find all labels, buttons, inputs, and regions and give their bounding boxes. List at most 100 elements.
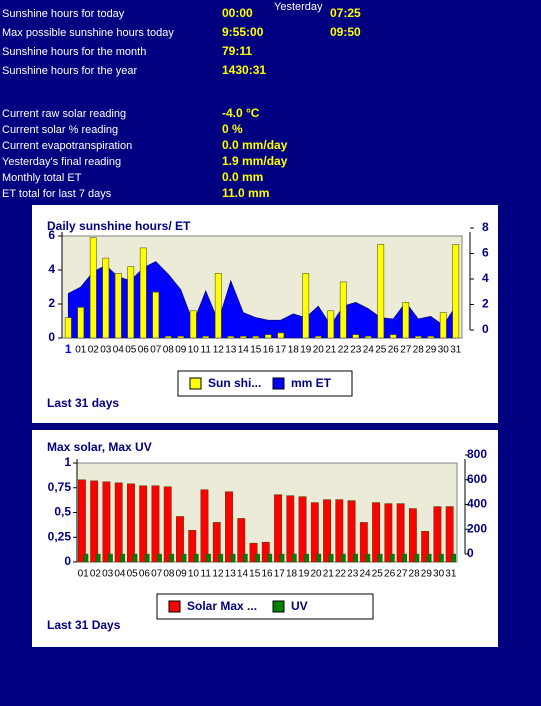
bar	[323, 499, 331, 563]
x-tick-label: 26	[384, 569, 396, 580]
x-tick-label: 31	[450, 345, 462, 356]
x-tick-label: 15	[250, 345, 262, 356]
legend-label: mm ET	[291, 376, 332, 390]
x-tick-label: 11	[201, 569, 212, 580]
x-tick-label: 08	[163, 345, 175, 356]
bar	[177, 336, 185, 339]
y2-tick-label: 6	[482, 246, 489, 260]
y2-tick-label: 4	[482, 271, 489, 285]
x-tick-label: 27	[400, 345, 412, 356]
x-tick-label: 12	[212, 569, 224, 580]
x-tick-label: 09	[175, 345, 187, 356]
x-tick-label: 07	[151, 569, 163, 580]
bar	[230, 553, 236, 563]
x-tick-label: 28	[413, 345, 425, 356]
bar	[202, 336, 210, 339]
bar	[316, 553, 322, 563]
bar	[132, 553, 138, 563]
stat-value: 9:55:00	[222, 25, 264, 39]
bar	[176, 516, 184, 563]
area	[67, 261, 457, 339]
x-tick-label: 08	[163, 569, 175, 580]
bar	[427, 336, 435, 339]
bar	[89, 237, 97, 339]
legend-label: Sun shi...	[208, 376, 261, 390]
chart-title: Daily sunshine hours/ ET	[47, 219, 191, 233]
x-tick-label: 25	[375, 345, 387, 356]
bar	[298, 496, 307, 563]
stat-label: Current raw solar reading	[2, 108, 126, 120]
x-tick-label: 1	[65, 342, 72, 356]
legend-swatch	[189, 377, 202, 390]
y-tick-label: 0,75	[48, 480, 72, 494]
bar	[421, 531, 430, 563]
legend-swatch	[272, 377, 285, 390]
bar	[408, 508, 417, 563]
bar	[95, 553, 101, 563]
bar	[372, 502, 381, 563]
bar	[252, 336, 260, 339]
x-tick-label: 30	[438, 345, 450, 356]
bar	[193, 553, 199, 563]
bar	[242, 553, 248, 563]
x-tick-label: 26	[388, 345, 400, 356]
x-tick-label: 27	[396, 569, 408, 580]
bar	[339, 281, 347, 339]
y2-tick-label: 600	[467, 472, 487, 486]
x-tick-label: 24	[360, 569, 372, 580]
stat-value: 00:00	[222, 6, 253, 20]
x-tick-label: 31	[445, 569, 457, 580]
x-tick-label: 06	[139, 569, 151, 580]
y-tick-label: 0	[64, 554, 71, 568]
stat-value: 0.0 mm	[222, 170, 263, 184]
bar	[396, 503, 405, 563]
x-tick-label: 02	[90, 569, 102, 580]
bar	[188, 530, 197, 563]
x-tick-label: 10	[188, 345, 200, 356]
bar	[261, 541, 270, 563]
y-tick-label: 0	[48, 330, 55, 344]
bar	[249, 542, 258, 563]
x-tick-label: 10	[188, 569, 200, 580]
bar	[327, 310, 335, 339]
x-tick-label: 16	[261, 569, 273, 580]
bar	[218, 553, 224, 563]
y-tick-label: 2	[48, 296, 55, 310]
bar	[279, 553, 285, 563]
x-tick-label: 17	[274, 569, 286, 580]
bar	[151, 485, 160, 563]
x-tick-label: 29	[421, 569, 433, 580]
bar	[90, 480, 99, 563]
bar	[365, 553, 371, 563]
bar	[359, 522, 368, 563]
bar	[414, 553, 420, 563]
bar	[181, 553, 187, 563]
x-tick-label: 04	[113, 345, 125, 356]
y2-tick-label: 0	[467, 546, 474, 560]
bar	[314, 336, 322, 339]
bar	[264, 334, 272, 339]
bar	[227, 336, 235, 339]
stat-label: Sunshine hours for the month	[2, 46, 146, 58]
stat-label: Current evapotranspiration	[2, 140, 132, 152]
x-tick-label: 01	[78, 569, 90, 580]
bar	[438, 553, 444, 563]
bar	[144, 553, 150, 563]
bar	[77, 479, 86, 563]
x-tick-label: 13	[225, 569, 237, 580]
legend-box	[156, 593, 374, 620]
bar	[77, 307, 85, 339]
yesterday-header: Yesterday	[274, 1, 323, 13]
bar	[152, 291, 160, 339]
bar	[286, 495, 295, 563]
bar	[389, 553, 395, 563]
bar	[225, 491, 233, 563]
x-tick-label: 05	[127, 569, 139, 580]
bar	[377, 553, 383, 563]
x-tick-label: 20	[310, 569, 322, 580]
x-tick-label: 22	[335, 569, 347, 580]
x-tick-label: 03	[102, 569, 114, 580]
stat-value: 1.9 mm/day	[222, 154, 288, 168]
bar	[64, 317, 72, 339]
x-tick-label: 16	[263, 345, 275, 356]
